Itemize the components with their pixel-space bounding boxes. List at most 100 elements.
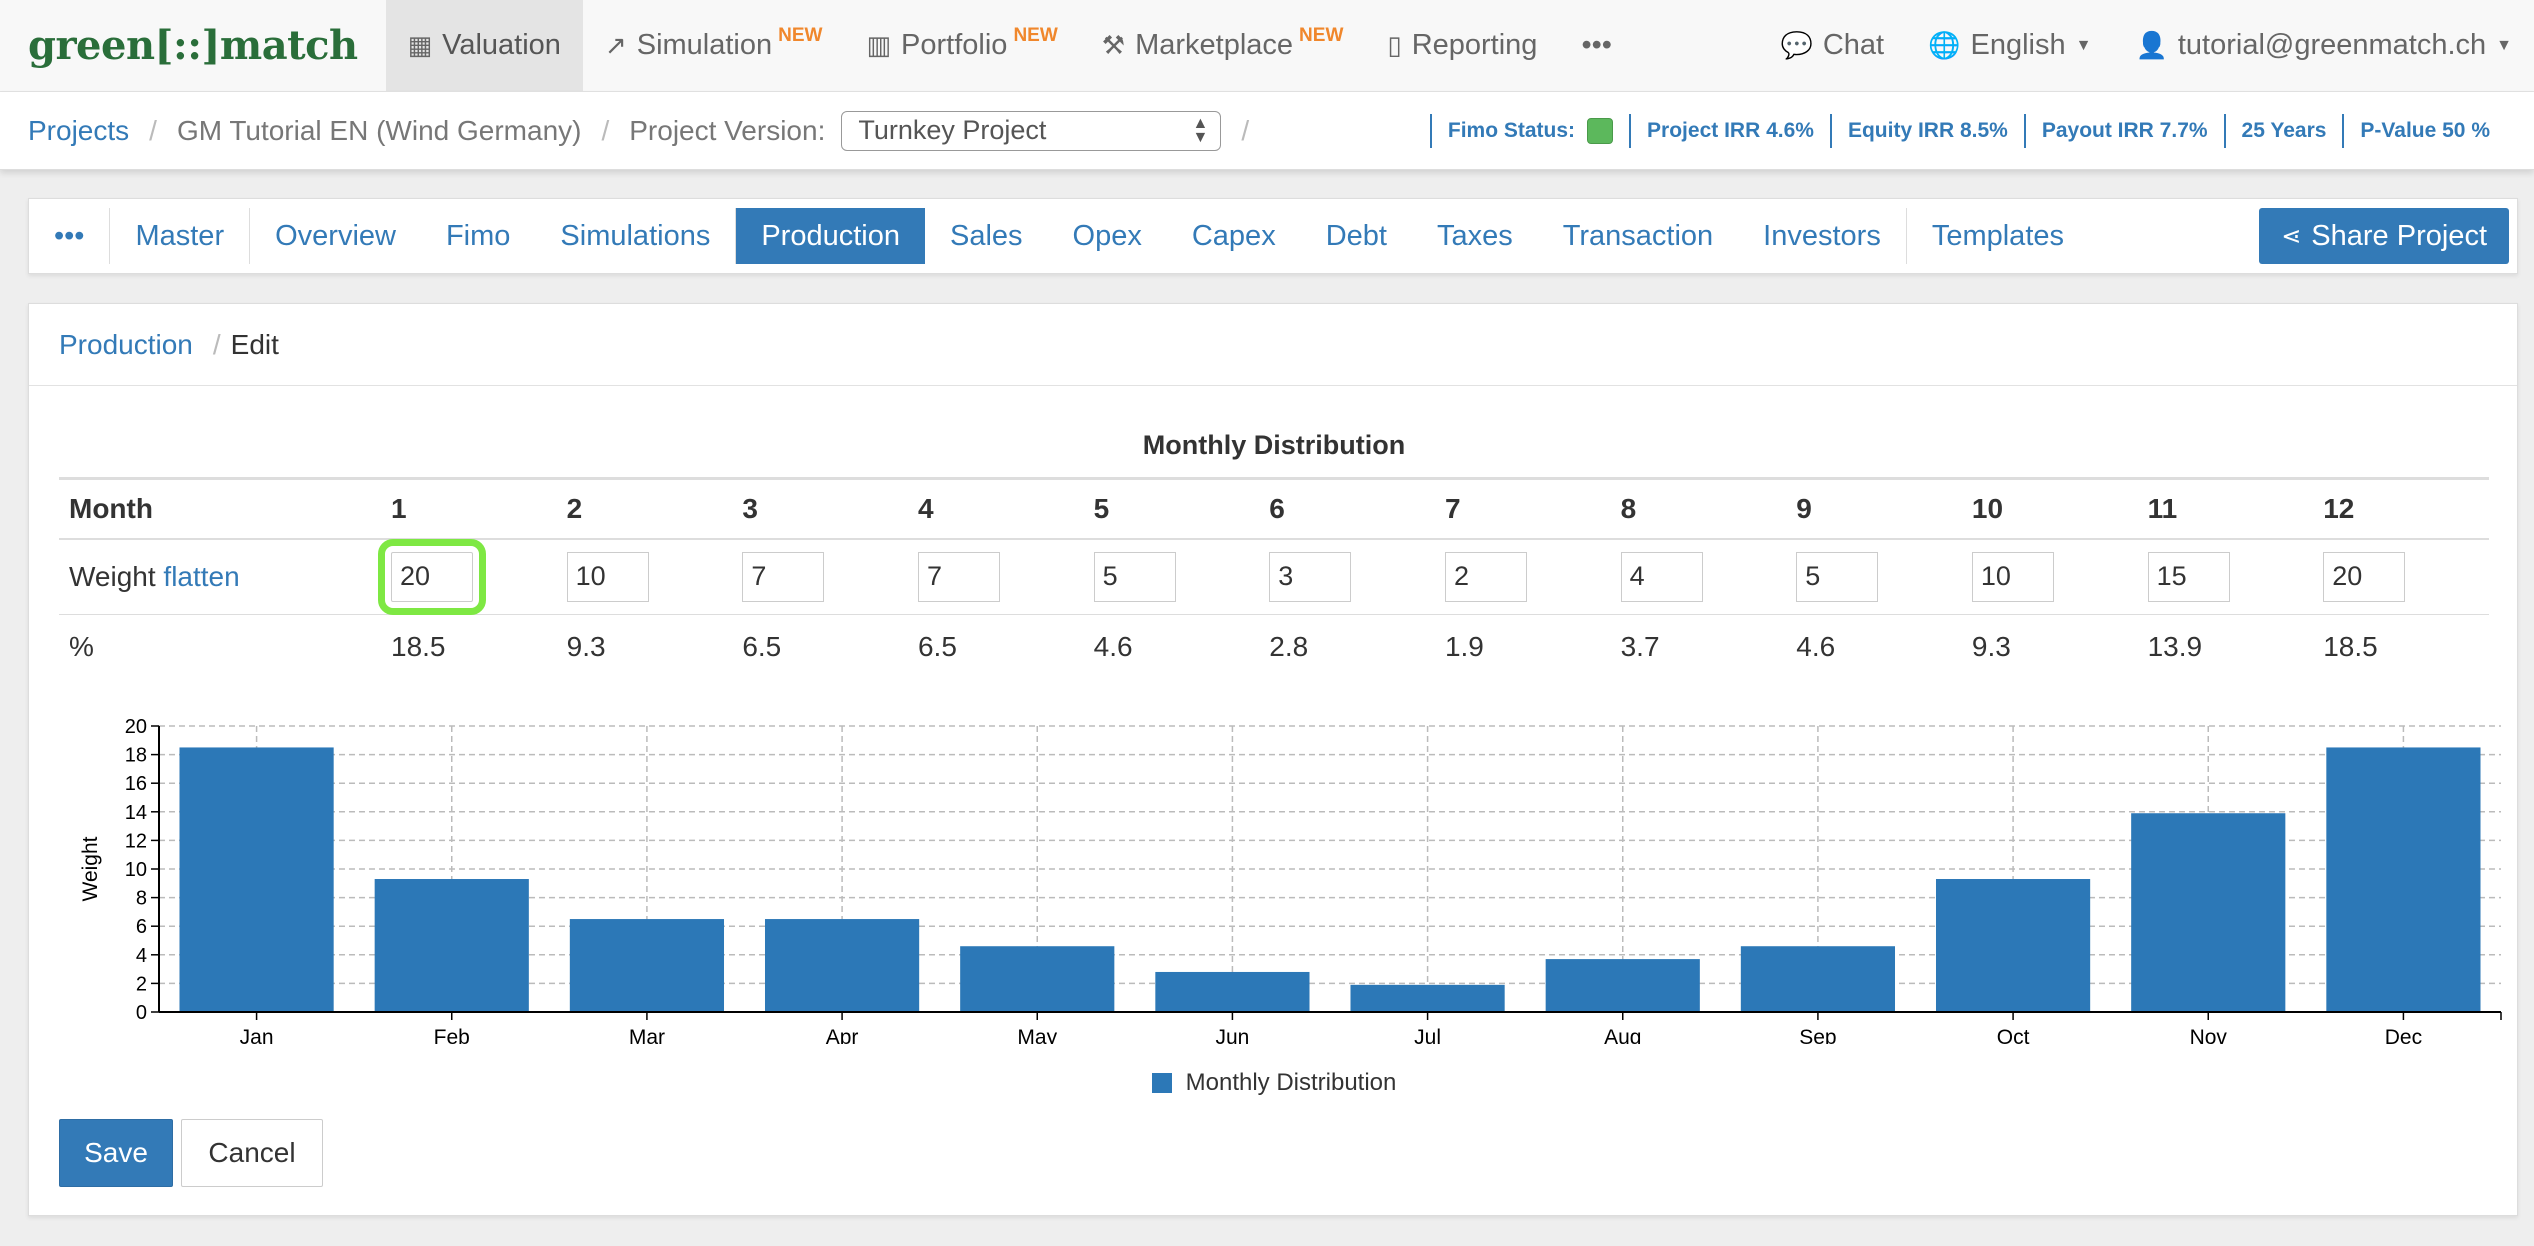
language-dropdown[interactable]: 🌐 English ▼ [1906,0,2113,91]
dashboard-icon: ▦ [407,30,433,60]
tab-investors[interactable]: Investors [1763,219,1881,252]
y-axis-label: Weight [79,836,102,901]
weight-cell [1434,538,1611,615]
y-tick-label: 2 [136,973,147,995]
month-header-label: Month [59,477,381,540]
weight-input-month-12[interactable] [2323,551,2406,602]
x-tick-label: Apr [826,1026,859,1044]
x-tick-label: Aug [1604,1026,1641,1044]
month-header: 7 [1434,477,1611,540]
weight-input-month-5[interactable] [1093,551,1176,602]
tab-opex[interactable]: Opex [1072,219,1142,252]
pvalue-label: P-Value 50 % [2360,119,2490,142]
weight-row-label: Weight flatten [59,538,381,615]
panel-breadcrumb-production-link[interactable]: Production [59,328,193,360]
tab-taxes[interactable]: Taxes [1436,219,1513,252]
percent-cell: 4.6 [1093,630,1133,662]
production-edit-panel: Production / Edit Monthly Distribution M… [28,303,2518,1216]
weight-input-month-11[interactable] [2147,551,2230,602]
weight-cell [2137,538,2314,615]
project-irr[interactable]: Project IRR 4.6% [1629,114,1830,148]
tab-master[interactable]: Master [135,219,225,252]
topnav-portfolio[interactable]: ▥ Portfolio NEW [844,0,1079,91]
tab-overview[interactable]: Overview [275,219,396,252]
flatten-link[interactable]: flatten [163,560,240,592]
weight-row: Weight flatten [59,538,2489,615]
cancel-button[interactable]: Cancel [181,1119,323,1187]
tab-capex[interactable]: Capex [1191,219,1276,252]
panel-breadcrumb-current: Edit [230,328,279,360]
topnav-portfolio-label: Portfolio [901,29,1008,61]
y-tick-label: 16 [125,773,147,795]
percent-cell: 9.3 [566,630,606,662]
percent-cell: 2.8 [1269,630,1309,662]
topnav-marketplace[interactable]: ⚒ Marketplace NEW [1080,0,1366,91]
fimo-status[interactable]: Fimo Status: [1429,114,1629,148]
weight-cell [1610,538,1787,615]
legend-swatch [1151,1073,1172,1093]
bar-aug [1545,959,1700,1012]
tab-divider [735,208,737,264]
percent-cell: 18.5 [2323,630,2378,662]
bar-chart-icon: ▥ [866,30,892,60]
tab-simulations[interactable]: Simulations [560,219,711,252]
month-header: 6 [1259,477,1435,540]
weight-cell [2313,538,2489,615]
tab-sales[interactable]: Sales [949,219,1023,252]
topnav-reporting[interactable]: ▯ Reporting [1365,0,1559,91]
tab-more[interactable]: ••• [29,208,109,264]
pvalue-status[interactable]: P-Value 50 % [2342,114,2506,148]
weight-cell [1259,538,1435,615]
topnav-valuation[interactable]: ▦ Valuation [385,0,583,91]
chat-link[interactable]: 💬 Chat [1758,0,1906,91]
new-badge: NEW [1299,24,1344,46]
tab-transaction[interactable]: Transaction [1562,219,1714,252]
weight-input-month-6[interactable] [1269,551,1352,602]
share-project-button[interactable]: ⋖ Share Project [2259,208,2509,264]
bar-nov [2131,813,2286,1012]
percent-cell: 9.3 [1971,630,2011,662]
weight-input-month-2[interactable] [566,551,649,602]
brand-text-right: match [219,22,358,69]
bar-jan [179,747,334,1012]
topnav-marketplace-label: Marketplace [1135,29,1294,61]
x-tick-label: Jul [1414,1026,1441,1044]
weight-cell [556,538,733,615]
y-tick-label: 6 [136,916,147,938]
save-button[interactable]: Save [59,1119,173,1187]
monthly-distribution-chart: 0 2 4 6 8 10 12 14 16 18 20 Jan Feb Mar Apr May Jun Jul Au… [79,716,2502,1044]
weight-input-month-1[interactable] [378,538,486,615]
topnav-simulation[interactable]: ↗ Simulation NEW [583,0,845,91]
weight-input-month-4[interactable] [917,551,1000,602]
project-version-select[interactable]: Turnkey Project ▲ ▼ [841,110,1222,151]
tab-fimo[interactable]: Fimo [445,219,511,252]
weight-input-month-3[interactable] [742,551,825,602]
y-tick-label: 10 [125,859,147,881]
weight-input-month-10[interactable] [1971,551,2054,602]
equity-irr[interactable]: Equity IRR 8.5% [1829,114,2024,148]
x-tick-label: Mar [629,1026,665,1044]
topnav-more[interactable]: ••• [1559,0,1633,91]
weight-input-month-9[interactable] [1796,551,1879,602]
breadcrumb-projects-link[interactable]: Projects [28,114,130,146]
breadcrumb-separator: / [149,114,157,146]
payout-irr[interactable]: Payout IRR 7.7% [2023,114,2224,148]
tab-items: Master Overview Fimo Simulations Production S… [110,208,2089,264]
user-dropdown[interactable]: 👤 tutorial@greenmatch.ch ▼ [2113,0,2534,91]
project-tab-bar: ••• Master Overview Fimo Simulations Product… [28,198,2518,274]
x-tick-label: Jan [240,1026,274,1044]
month-header: 11 [2137,477,2314,540]
tab-production[interactable]: Production [736,208,925,264]
brand-logo[interactable]: green [::] match [0,0,386,91]
tab-debt[interactable]: Debt [1325,219,1387,252]
years-status[interactable]: 25 Years [2223,114,2343,148]
user-icon: 👤 [2135,30,2168,60]
tab-templates[interactable]: Templates [1931,219,2064,252]
select-arrows-icon: ▲ ▼ [1192,114,1209,146]
weight-cell [378,538,557,615]
month-header: 2 [556,477,733,540]
project-irr-label: Project IRR 4.6% [1647,119,1814,142]
weight-input-month-8[interactable] [1620,551,1703,602]
weight-input-month-7[interactable] [1444,551,1527,602]
line-chart-icon: ↗ [604,30,627,60]
